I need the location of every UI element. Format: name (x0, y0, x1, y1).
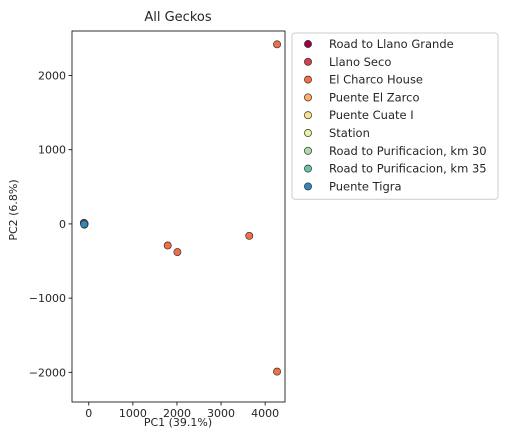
legend-label: El Charco House (329, 73, 423, 87)
legend-label: Road to Purificacion, km 35 (329, 162, 487, 176)
data-point (273, 40, 282, 49)
legend-marker (304, 182, 312, 191)
y-tick-label: 0 (59, 218, 66, 231)
legend-label: Station (329, 126, 370, 140)
y-tick-label: −1000 (29, 292, 66, 305)
chart-title: All Geckos (144, 10, 211, 25)
x-tick-label: 2000 (163, 407, 191, 420)
plot-area: 0 1000 2000 3000 4000 −2000 −1000 0 1000 2000 (29, 30, 286, 420)
legend-label: Llano Seco (329, 55, 391, 69)
y-tick-label: 2000 (38, 70, 66, 83)
data-point (163, 241, 172, 250)
legend-box (291, 32, 499, 200)
x-tick-label: 3000 (207, 407, 235, 420)
y-tick-label: −2000 (29, 366, 66, 379)
x-tick-label: 1000 (119, 407, 147, 420)
legend: Road to Llano Grande Llano Seco El Charco … (291, 32, 499, 200)
legend-label: Puente Cuate I (329, 108, 414, 122)
data-point (173, 248, 182, 257)
legend-label: Puente Tigra (329, 179, 402, 193)
x-tick-label: 4000 (251, 407, 279, 420)
y-axis-label: PC2 (6.8%) (7, 179, 20, 240)
legend-marker (304, 75, 312, 84)
data-point (273, 367, 282, 376)
legend-label: Road to Llano Grande (329, 37, 454, 51)
legend-label: Puente El Zarco (329, 90, 420, 104)
x-axis-label: PC1 (39.1%) (144, 416, 212, 429)
legend-marker (304, 146, 312, 155)
legend-label: Road to Purificacion, km 30 (329, 144, 487, 158)
data-point (80, 220, 89, 229)
x-tick-label: 0 (85, 407, 92, 420)
legend-marker (304, 40, 312, 48)
data-point (245, 231, 254, 240)
legend-marker (304, 57, 312, 66)
legend-marker (304, 164, 312, 173)
legend-marker (304, 111, 312, 120)
y-tick-label: 1000 (38, 144, 66, 157)
plot-frame (71, 30, 286, 403)
legend-marker (304, 93, 312, 102)
legend-marker (304, 129, 312, 137)
